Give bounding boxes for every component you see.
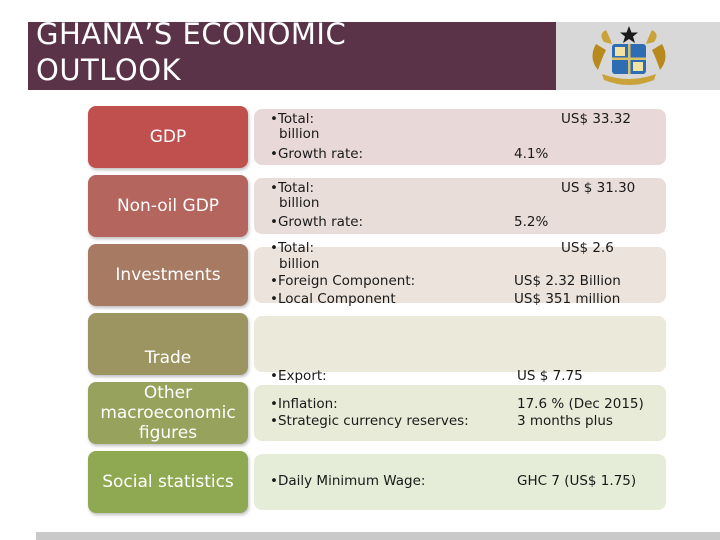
page-title: GHANA’S ECONOMIC OUTLOOK [36,16,346,88]
other-reserves-value: 3 months plus [517,413,613,429]
footer-bar [36,532,720,540]
social-label: Social statistics [102,472,234,492]
nonoil-label-box: Non-oil GDP [88,175,248,237]
trade-export-label: Export: [270,368,327,385]
investments-total-unit: billion [279,256,320,272]
gdp-label: GDP [149,127,187,147]
other-inflation-label: Inflation: [270,396,338,413]
title-bar [28,22,556,90]
investments-local-value: US$ 351 million [514,291,621,307]
investments-label-box: Investments [88,244,248,306]
investments-total-value: US$ 2.6 [561,240,614,256]
coat-of-arms-icon [592,26,666,85]
investments-foreign-value: US$ 2.32 Billion [514,273,621,289]
nonoil-growth-label: Growth rate: [270,214,363,231]
title-line-1: GHANA’S ECONOMIC [36,17,347,51]
trade-label: Trade [144,348,192,368]
social-wage-label: Daily Minimum Wage: [270,473,426,490]
investments-total-label: Total: [270,240,314,257]
gdp-label-box: GDP [88,106,248,168]
other-label-box: Other macroeconomic figures [88,382,248,444]
investments-local-label: Local Component [270,291,396,308]
gdp-total-value: US$ 33.32 [561,111,631,127]
gdp-total-unit: billion [279,126,320,142]
trade-detail-box [254,316,666,372]
other-reserves-label: Strategic currency reserves: [270,413,469,430]
nonoil-growth-value: 5.2% [514,214,549,230]
other-inflation-value: 17.6 % (Dec 2015) [517,396,644,412]
nonoil-total-unit: billion [279,195,320,211]
investments-label: Investments [115,265,221,285]
gdp-growth-label: Growth rate: [270,146,363,163]
social-wage-value: GHC 7 (US$ 1.75) [517,473,637,489]
investments-foreign-label: Foreign Component: [270,273,415,290]
social-label-box: Social statistics [88,451,248,513]
gdp-growth-value: 4.1% [514,146,549,162]
nonoil-total-value: US $ 31.30 [561,180,636,196]
trade-label-box: Trade [88,313,248,375]
nonoil-total-label: Total: [270,180,314,197]
other-label: Other macroeconomic figures [100,383,236,443]
gdp-total-label: Total: [270,111,314,128]
trade-export-value: US $ 7.75 [517,368,583,384]
nonoil-label: Non-oil GDP [116,196,220,216]
title-line-2: OUTLOOK [36,53,182,87]
